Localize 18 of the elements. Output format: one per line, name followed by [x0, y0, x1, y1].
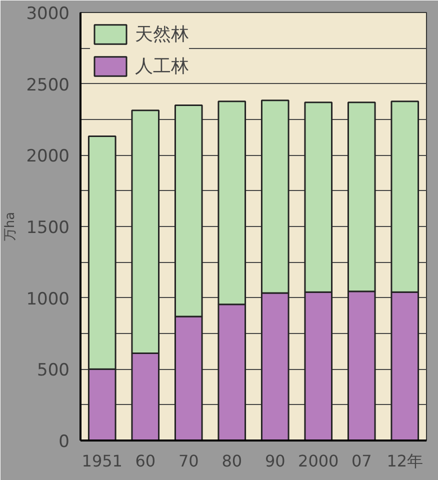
legend-label: 人工林: [135, 55, 189, 78]
y-tick-label: 500: [37, 360, 70, 381]
x-tick-label: 60: [135, 452, 156, 470]
y-axis-title: 万ha: [3, 212, 18, 242]
x-tick-label: 1951: [82, 452, 122, 470]
x-tick-label: 70: [178, 452, 199, 470]
x-tick-label: 07: [351, 452, 372, 470]
legend-label: 天然林: [135, 23, 189, 46]
x-tick-label: 80: [222, 452, 242, 470]
x-tick-label: 12年: [386, 452, 424, 470]
y-tick-label: 3000: [26, 4, 70, 24]
y-tick-label: 2000: [26, 146, 70, 167]
y-tick-label: 1500: [26, 218, 70, 238]
y-tick-label: 1000: [26, 289, 70, 310]
x-tick-label: 90: [264, 452, 286, 470]
x-tick-label: 2000: [298, 452, 339, 470]
y-tick-label: 2500: [26, 75, 70, 96]
y-tick-label: 0: [58, 432, 70, 452]
